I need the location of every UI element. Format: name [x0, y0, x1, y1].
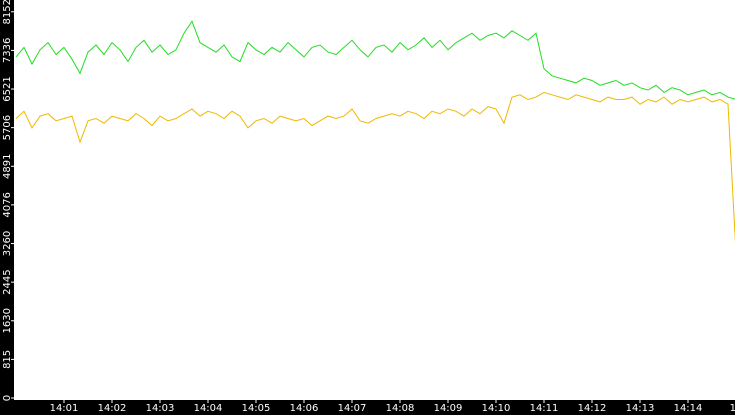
y-tick-label: 0: [2, 395, 13, 401]
x-tick-label: 14:11: [530, 403, 559, 414]
y-tick-label: 3260: [2, 231, 13, 256]
y-tick-label: 2445: [2, 269, 13, 294]
series-line: [15, 20, 735, 100]
x-tick-label: 14:03: [146, 403, 175, 414]
x-tick-label: 14:10: [482, 403, 511, 414]
x-tick-label: 14:02: [98, 403, 127, 414]
series-line: [15, 91, 735, 244]
x-tick-label: 14: [730, 403, 735, 414]
y-tick-label: 6521: [2, 76, 13, 101]
x-tick-label: 14:09: [434, 403, 463, 414]
y-tick-label: 815: [2, 350, 13, 369]
y-tick-label: 4076: [2, 192, 13, 217]
x-tick-label: 14:01: [50, 403, 79, 414]
x-tick-label: 14:14: [674, 403, 703, 414]
y-tick-label: 7336: [2, 38, 13, 63]
y-tick-label: 1630: [2, 308, 13, 333]
x-tick-label: 14:07: [338, 403, 367, 414]
x-tick-label: 14:13: [626, 403, 655, 414]
x-tick-label: 14:05: [242, 403, 271, 414]
plot-area: [14, 0, 735, 400]
y-tick-label: 5706: [2, 115, 13, 140]
y-tick-label: 4891: [2, 154, 13, 179]
x-tick-label: 14:04: [194, 403, 223, 414]
x-tick-label: 14:06: [290, 403, 319, 414]
x-tick-label: 14:12: [578, 403, 607, 414]
x-tick-label: 14:08: [386, 403, 415, 414]
y-tick-label: 8152: [2, 0, 13, 24]
